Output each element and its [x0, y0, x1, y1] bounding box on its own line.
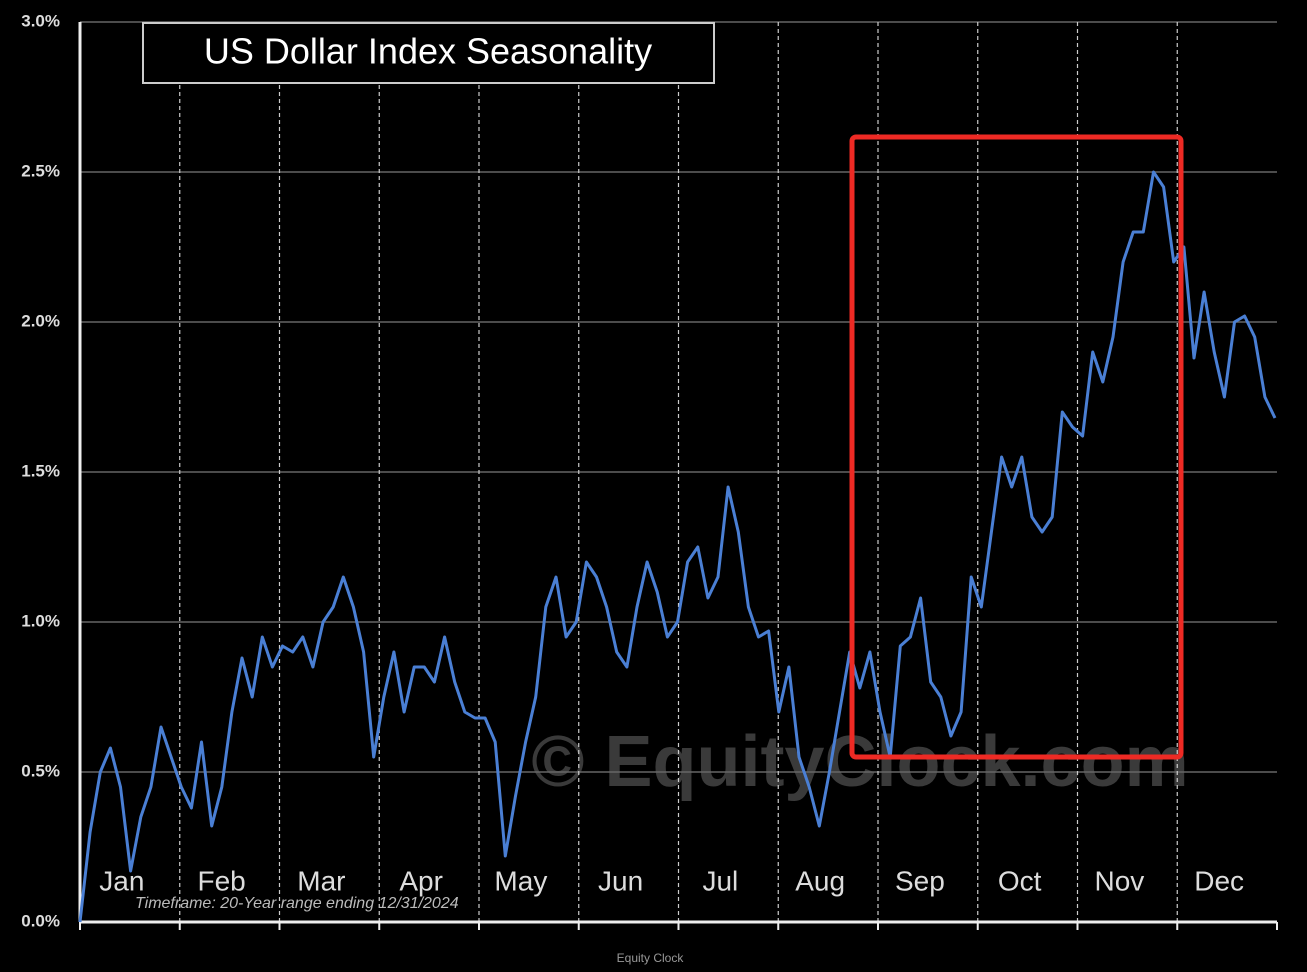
x-tick-label: May — [494, 865, 547, 896]
x-tick-label: Jun — [598, 865, 643, 896]
x-tick-label: Nov — [1094, 865, 1144, 896]
x-tick-label: Sep — [895, 865, 945, 896]
y-tick-label: 0.0% — [21, 911, 60, 930]
x-tick-label: Apr — [399, 865, 443, 896]
plot — [78, 170, 1277, 923]
data-line — [78, 170, 1277, 923]
y-tick-label: 1.5% — [21, 461, 60, 480]
x-tick-label: Jul — [702, 865, 738, 896]
y-tick-label: 0.5% — [21, 761, 60, 780]
x-tick-label: Jan — [99, 865, 144, 896]
y-tick-label: 3.0% — [21, 11, 60, 30]
x-tick-label: Dec — [1194, 865, 1244, 896]
x-tick-label: Feb — [198, 865, 246, 896]
x-tick-label: Oct — [998, 865, 1042, 896]
chart-title: US Dollar Index Seasonality — [204, 31, 652, 72]
watermark: © EquityClock.com — [531, 722, 1188, 802]
footer: Equity Clock — [617, 951, 685, 965]
highlight-box — [849, 134, 1184, 760]
y-tick-label: 2.5% — [21, 161, 60, 180]
grid: 0.0% 0.5% 1.0% 1.5% 2.0% 2.5% 3.0% Jan Feb Mar Apr… — [21, 11, 1278, 930]
y-tick-label: 1.0% — [21, 611, 60, 630]
timeframe-note: Timeframe: 20-Year range ending 12/31/20… — [135, 895, 459, 912]
x-tick-label: Aug — [795, 865, 845, 896]
y-tick-label: 2.0% — [21, 311, 60, 330]
x-tick-label: Mar — [297, 865, 345, 896]
title-box — [142, 22, 715, 84]
